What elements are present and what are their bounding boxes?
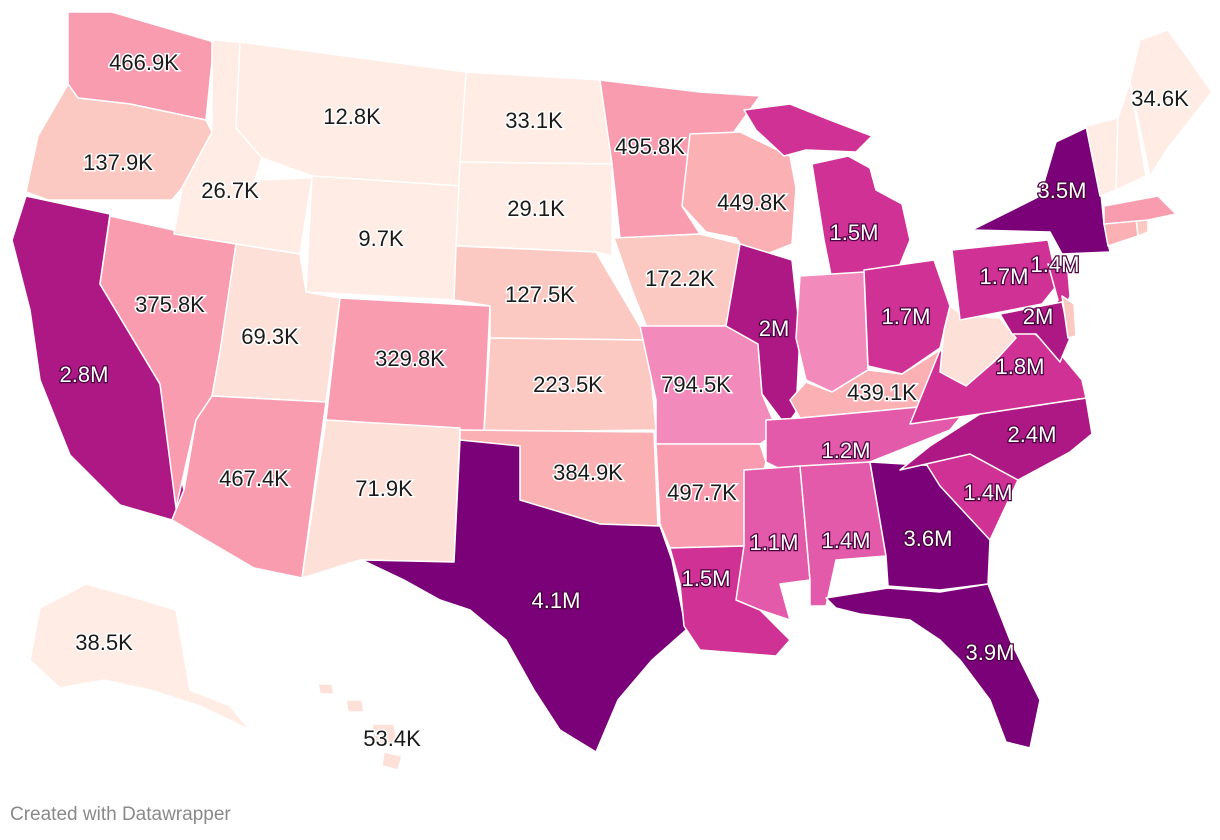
state-label-mt: 12.8K [323, 104, 381, 129]
state-label-tx: 4.1M [532, 588, 581, 613]
state-label-sd: 29.1K [507, 196, 565, 221]
state-label-ak: 38.5K [75, 630, 133, 655]
state-label-tn: 1.2M [822, 438, 871, 463]
state-label-md: 2M [1023, 304, 1054, 329]
state-pa[interactable] [951, 239, 1059, 321]
state-label-nm: 71.9K [355, 476, 413, 501]
state-label-ny: 3.5M [1038, 178, 1087, 203]
state-nh[interactable] [1115, 81, 1147, 191]
state-label-mn: 495.8K [615, 134, 685, 159]
state-label-oh: 1.7M [882, 304, 931, 329]
state-label-ms: 1.1M [750, 530, 799, 555]
us-choropleth-map: 466.9K 137.9K 2.8M 375.8K 26.7K 12.8K 9.7K 69.3… [11, 11, 1213, 771]
state-label-or: 137.9K [83, 150, 153, 175]
state-label-ga: 3.6M [904, 526, 953, 551]
state-label-ia: 172.2K [645, 266, 715, 291]
state-label-hi: 53.4K [363, 726, 421, 751]
state-de[interactable] [1061, 295, 1077, 339]
state-ma[interactable] [1103, 195, 1177, 225]
state-label-sc: 1.4M [964, 480, 1013, 505]
state-label-ok: 384.9K [553, 460, 623, 485]
state-label-wa: 466.9K [109, 50, 179, 75]
state-az[interactable] [171, 395, 327, 579]
state-wi[interactable] [681, 131, 797, 261]
state-sd[interactable] [455, 161, 613, 257]
state-label-ne: 127.5K [505, 282, 575, 307]
state-label-al: 1.4M [822, 528, 871, 553]
state-label-ut: 69.3K [241, 324, 299, 349]
state-label-az: 467.4K [219, 466, 289, 491]
state-hi[interactable] [317, 683, 403, 771]
state-in[interactable] [795, 271, 869, 393]
state-label-nd: 33.1K [505, 108, 563, 133]
state-label-ks: 223.5K [533, 372, 603, 397]
state-oh[interactable] [863, 259, 951, 375]
states-layer [11, 11, 1213, 771]
state-label-nc: 2.4M [1008, 422, 1057, 447]
state-label-mo: 794.5K [661, 372, 731, 397]
state-ut[interactable] [211, 243, 341, 403]
state-tx[interactable] [361, 439, 687, 753]
state-mi-upper[interactable] [743, 103, 873, 157]
state-label-nv: 375.8K [135, 292, 205, 317]
state-label-la: 1.5M [682, 566, 731, 591]
labels-layer: 466.9K 137.9K 2.8M 375.8K 26.7K 12.8K 9.7K 69.3… [58, 48, 1190, 752]
state-label-wi: 449.8K [717, 190, 787, 215]
state-label-nj: 1.4M [1031, 252, 1080, 277]
state-label-me: 34.6K [1131, 86, 1189, 111]
state-label-ca: 2.8M [60, 362, 109, 387]
state-label-co: 329.8K [375, 346, 445, 371]
state-label-ar: 497.7K [667, 480, 737, 505]
state-mi[interactable] [811, 155, 911, 285]
state-label-fl: 3.9M [966, 640, 1015, 665]
state-label-wy: 9.7K [358, 226, 404, 251]
state-label-pa: 1.7M [980, 264, 1029, 289]
state-fl[interactable] [825, 583, 1041, 749]
state-ak[interactable] [29, 583, 251, 731]
state-label-ky: 439.1K [847, 380, 917, 405]
credit-text: Created with Datawrapper [10, 804, 231, 825]
state-md[interactable] [999, 301, 1071, 363]
state-label-mi: 1.5M [830, 220, 879, 245]
state-me[interactable] [1129, 29, 1213, 177]
state-label-il: 2M [759, 316, 790, 341]
state-label-id: 26.7K [201, 178, 259, 203]
state-label-va: 1.8M [996, 354, 1045, 379]
